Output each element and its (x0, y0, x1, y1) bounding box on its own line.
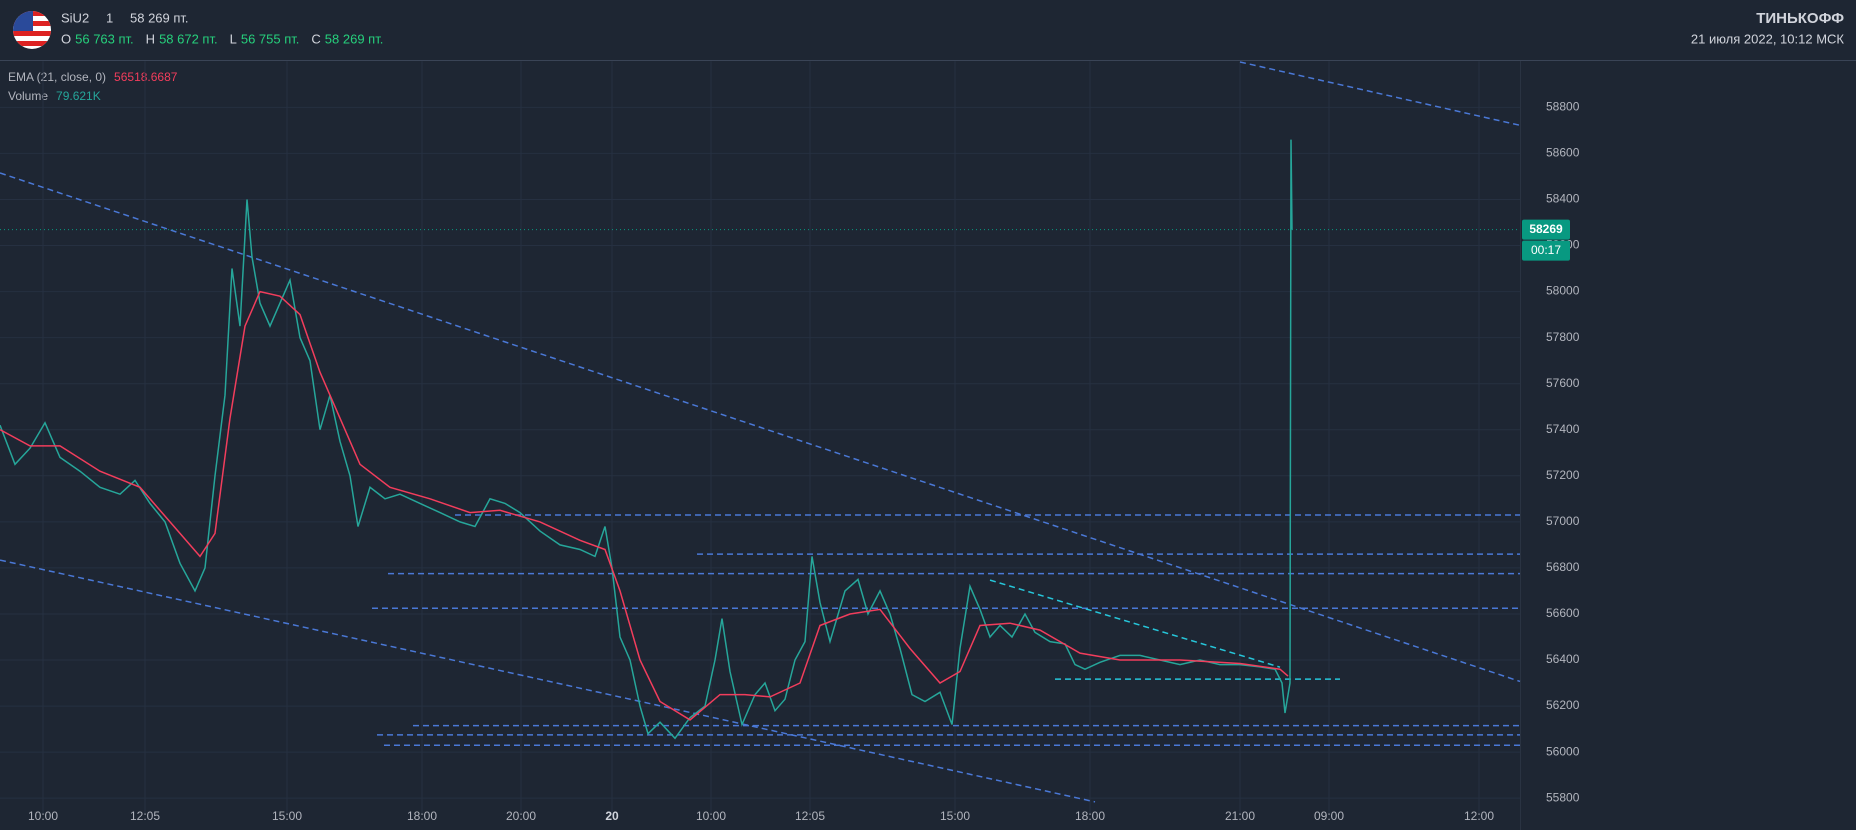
x-tick-label: 12:00 (1464, 809, 1494, 823)
x-tick-label: 21:00 (1225, 809, 1255, 823)
y-tick-label: 55800 (1546, 790, 1580, 804)
y-tick-label: 56800 (1546, 560, 1580, 574)
x-tick-label: 15:00 (272, 809, 302, 823)
countdown: 00:17 (1531, 243, 1561, 257)
interval: 1 (106, 10, 113, 25)
x-tick-label: 09:00 (1314, 809, 1344, 823)
last-price: 58 269 пт. (130, 10, 189, 25)
ohlc-label: H (146, 31, 155, 46)
y-tick-label: 56200 (1546, 698, 1580, 712)
y-tick-label: 57400 (1546, 422, 1580, 436)
y-tick-label: 57000 (1546, 514, 1580, 528)
trend-line (989, 579, 1281, 668)
y-tick-label: 57800 (1546, 330, 1580, 344)
y-tick-label: 56000 (1546, 744, 1580, 758)
price-line (0, 139, 1293, 740)
y-tick-label: 56600 (1546, 606, 1580, 620)
trend-line (1239, 61, 1521, 127)
grid (0, 61, 1520, 815)
indicator-value: 79.621K (56, 89, 101, 103)
x-tick-label: 12:05 (130, 809, 160, 823)
countdown-box (1522, 240, 1570, 261)
y-tick-label: 58400 (1546, 192, 1580, 206)
ohlc-value: 56 763 пт. (75, 31, 134, 46)
trend-line (0, 172, 1521, 683)
y-tick-label: 58800 (1546, 100, 1580, 114)
ohlc-label: O (61, 31, 71, 46)
ohlc-label: C (311, 31, 320, 46)
indicator-name: Volume (8, 89, 48, 103)
indicator-value: 56518.6687 (114, 70, 178, 84)
y-tick-label: 57600 (1546, 376, 1580, 390)
x-tick-label: 10:00 (696, 809, 726, 823)
y-tick-label: 56400 (1546, 652, 1580, 666)
ohlc-value: 58 672 пт. (159, 31, 218, 46)
trend-line (0, 559, 1096, 803)
y-tick-label: 58000 (1546, 284, 1580, 298)
x-tick-label: 15:00 (940, 809, 970, 823)
y-tick-label: 58600 (1546, 146, 1580, 160)
y-tick-label: 57200 (1546, 468, 1580, 482)
x-tick-label: 18:00 (1075, 809, 1105, 823)
ohlc-value: 58 269 пт. (325, 31, 384, 46)
indicator-name: EMA (21, close, 0) (8, 70, 106, 84)
x-tick-label: 10:00 (28, 809, 58, 823)
x-tick-label: 20 (605, 809, 619, 823)
symbol: SiU2 (61, 10, 89, 25)
flag-icon (13, 11, 51, 49)
x-tick-label: 20:00 (506, 809, 536, 823)
brand: ТИНЬКОФФ (1756, 10, 1844, 27)
datetime: 21 июля 2022, 10:12 МСК (1691, 31, 1845, 46)
ohlc-label: L (230, 31, 237, 46)
x-tick-label: 12:05 (795, 809, 825, 823)
x-tick-label: 18:00 (407, 809, 437, 823)
ohlc-value: 56 755 пт. (241, 31, 300, 46)
price-line (0, 290, 1289, 721)
last-price-label: 58269 (1529, 222, 1563, 236)
last-price-box (1522, 219, 1570, 240)
